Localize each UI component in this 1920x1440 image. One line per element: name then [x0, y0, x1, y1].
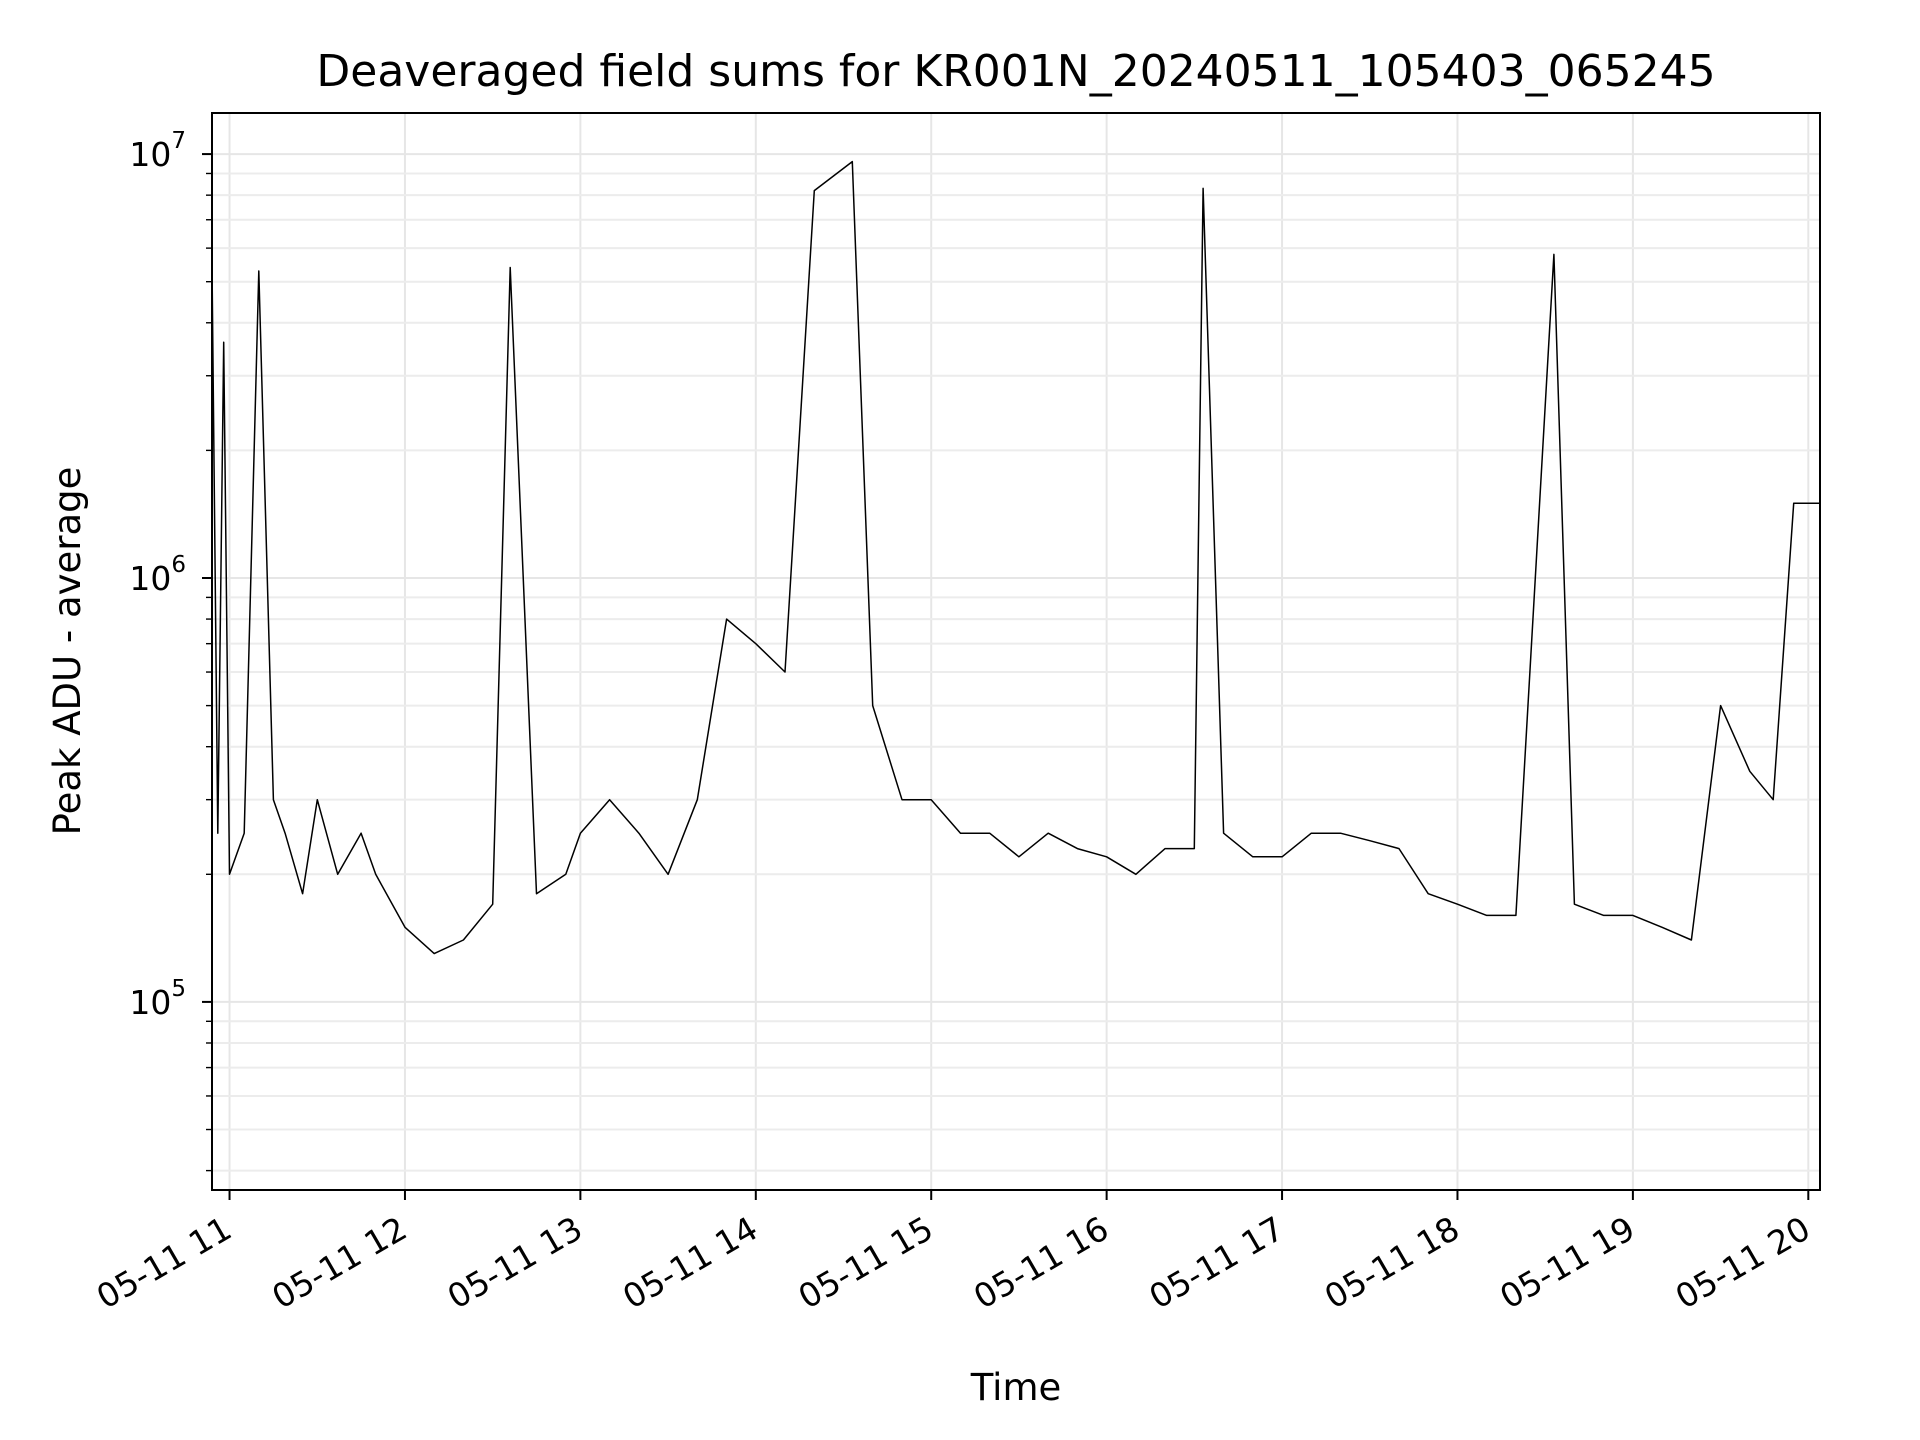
x-axis-label: Time [970, 1366, 1062, 1409]
plot-frame [211, 112, 1821, 1191]
x-tick-label: 05-11 15 [792, 1209, 940, 1317]
y-tick-label: 106 [129, 552, 186, 598]
series-line [211, 160, 1820, 955]
x-tick-label: 05-11 18 [1318, 1209, 1466, 1317]
series-layer [211, 160, 1820, 955]
x-tick-label: 05-11 12 [265, 1209, 413, 1317]
axis-ticks: 05-11 11 05-11 12 05-11 13 05-11 14 05-11 15… [90, 128, 1817, 1317]
y-tick-label: 107 [129, 128, 186, 174]
chart-title: Deaveraged field sums for KR001N_2024051… [316, 46, 1715, 97]
x-tick-label: 05-11 16 [967, 1209, 1115, 1317]
x-tick-label: 05-11 14 [616, 1209, 764, 1317]
x-tick-label: 05-11 20 [1669, 1209, 1817, 1317]
y-axis-label: Peak ADU - average [46, 467, 89, 836]
x-tick-label: 05-11 13 [441, 1209, 589, 1317]
y-tick-label: 105 [129, 976, 186, 1022]
x-tick-label: 05-11 17 [1142, 1209, 1290, 1317]
x-tick-label: 05-11 19 [1493, 1209, 1641, 1317]
gridlines [212, 113, 1820, 1190]
x-tick-label: 05-11 11 [90, 1209, 238, 1317]
